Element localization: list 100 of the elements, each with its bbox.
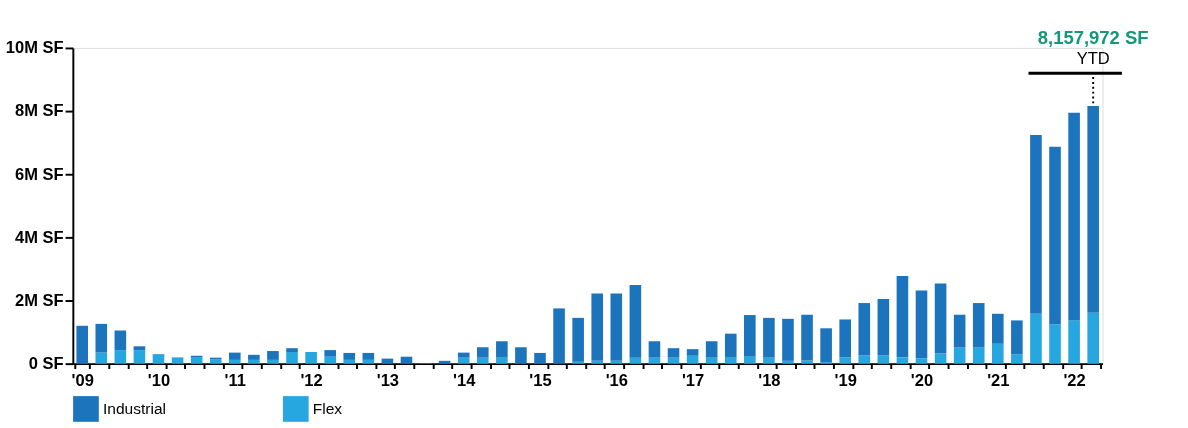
bar <box>209 359 222 364</box>
bar <box>991 313 1004 344</box>
x-tick-label: '15 <box>529 370 552 389</box>
bar <box>953 347 966 364</box>
bar <box>457 357 470 364</box>
bar <box>1049 146 1061 325</box>
bar <box>267 359 279 364</box>
bar <box>667 348 680 358</box>
bar <box>801 314 813 361</box>
x-tick-label: '17 <box>681 370 705 389</box>
bar <box>686 355 699 364</box>
bar <box>591 293 604 361</box>
x-tick-label: '12 <box>300 370 323 389</box>
text: 8,157,972 SF <box>1037 27 1149 49</box>
bar <box>972 347 985 364</box>
legend-label: Flex <box>312 399 343 417</box>
x-tick-label: '21 <box>987 370 1010 389</box>
bar <box>1087 106 1099 313</box>
bar <box>1030 313 1042 364</box>
bar <box>934 353 947 364</box>
bar <box>438 360 451 364</box>
annotation: YTD <box>1076 49 1110 68</box>
bar <box>686 349 699 356</box>
bar <box>305 351 317 364</box>
y-tick-label: 10M SF <box>5 38 64 57</box>
bar <box>95 352 108 364</box>
y-tick-label: 4M SF <box>15 227 64 246</box>
bar <box>915 290 928 359</box>
bar <box>972 303 985 348</box>
bar <box>877 355 890 364</box>
bar <box>801 360 813 364</box>
x-tick-label: '22 <box>1063 370 1086 389</box>
bar <box>648 357 661 364</box>
x-tick-label: '16 <box>605 370 628 389</box>
x-tick-label: '13 <box>376 370 400 389</box>
bar <box>763 357 775 364</box>
bar <box>476 347 489 358</box>
bar <box>763 317 775 358</box>
bar <box>724 357 737 364</box>
bar <box>858 303 871 356</box>
bar <box>953 314 966 348</box>
bar <box>610 360 623 364</box>
bar <box>991 343 1004 364</box>
bar <box>934 283 947 354</box>
bar <box>457 352 470 358</box>
bar <box>324 350 336 357</box>
bar <box>76 325 88 364</box>
bar <box>324 356 336 364</box>
bar <box>171 357 184 364</box>
x-tick-label: '18 <box>758 370 781 389</box>
bar <box>114 330 127 351</box>
bar <box>705 341 718 358</box>
bar <box>782 318 794 361</box>
bar <box>381 358 394 364</box>
bar <box>248 359 260 364</box>
bar <box>782 360 794 364</box>
y-tick-label: 8M SF <box>15 101 64 120</box>
y-tick-label: 2M SF <box>15 290 64 309</box>
x-tick-label: '19 <box>834 370 857 389</box>
bar <box>1011 320 1023 355</box>
bar <box>820 328 832 363</box>
bar <box>724 333 737 358</box>
bar <box>610 293 623 361</box>
x-tick-label: '10 <box>147 370 171 389</box>
bar <box>896 357 909 364</box>
bar <box>572 317 584 362</box>
x-tick-label: '11 <box>224 370 246 389</box>
bar <box>705 357 718 364</box>
bar <box>896 275 909 358</box>
bar <box>839 319 851 358</box>
bar <box>400 356 413 364</box>
y-tick-label: 6M SF <box>15 164 64 183</box>
bar <box>133 350 146 364</box>
bar <box>362 359 375 364</box>
bar <box>1011 354 1023 364</box>
bar <box>343 352 356 360</box>
bar <box>229 352 241 360</box>
bar <box>744 356 756 364</box>
legend-label: Industrial <box>102 399 166 417</box>
x-tick-label: '09 <box>71 370 94 389</box>
bar <box>1068 320 1080 364</box>
bar <box>133 346 146 351</box>
bar <box>1087 312 1099 364</box>
bar <box>496 341 508 358</box>
bar <box>877 298 890 356</box>
y-tick-label: 0 SF <box>28 354 64 373</box>
bar <box>286 348 298 352</box>
bar <box>915 358 928 364</box>
bar <box>286 351 298 364</box>
bar <box>362 352 375 360</box>
bar <box>343 359 356 364</box>
bar <box>629 357 642 364</box>
bar <box>858 355 871 364</box>
bar <box>744 315 756 357</box>
bar <box>95 323 108 353</box>
bar <box>591 360 604 364</box>
bar <box>839 357 851 364</box>
bar <box>496 357 508 364</box>
bar <box>1049 324 1061 364</box>
bar <box>553 308 565 364</box>
